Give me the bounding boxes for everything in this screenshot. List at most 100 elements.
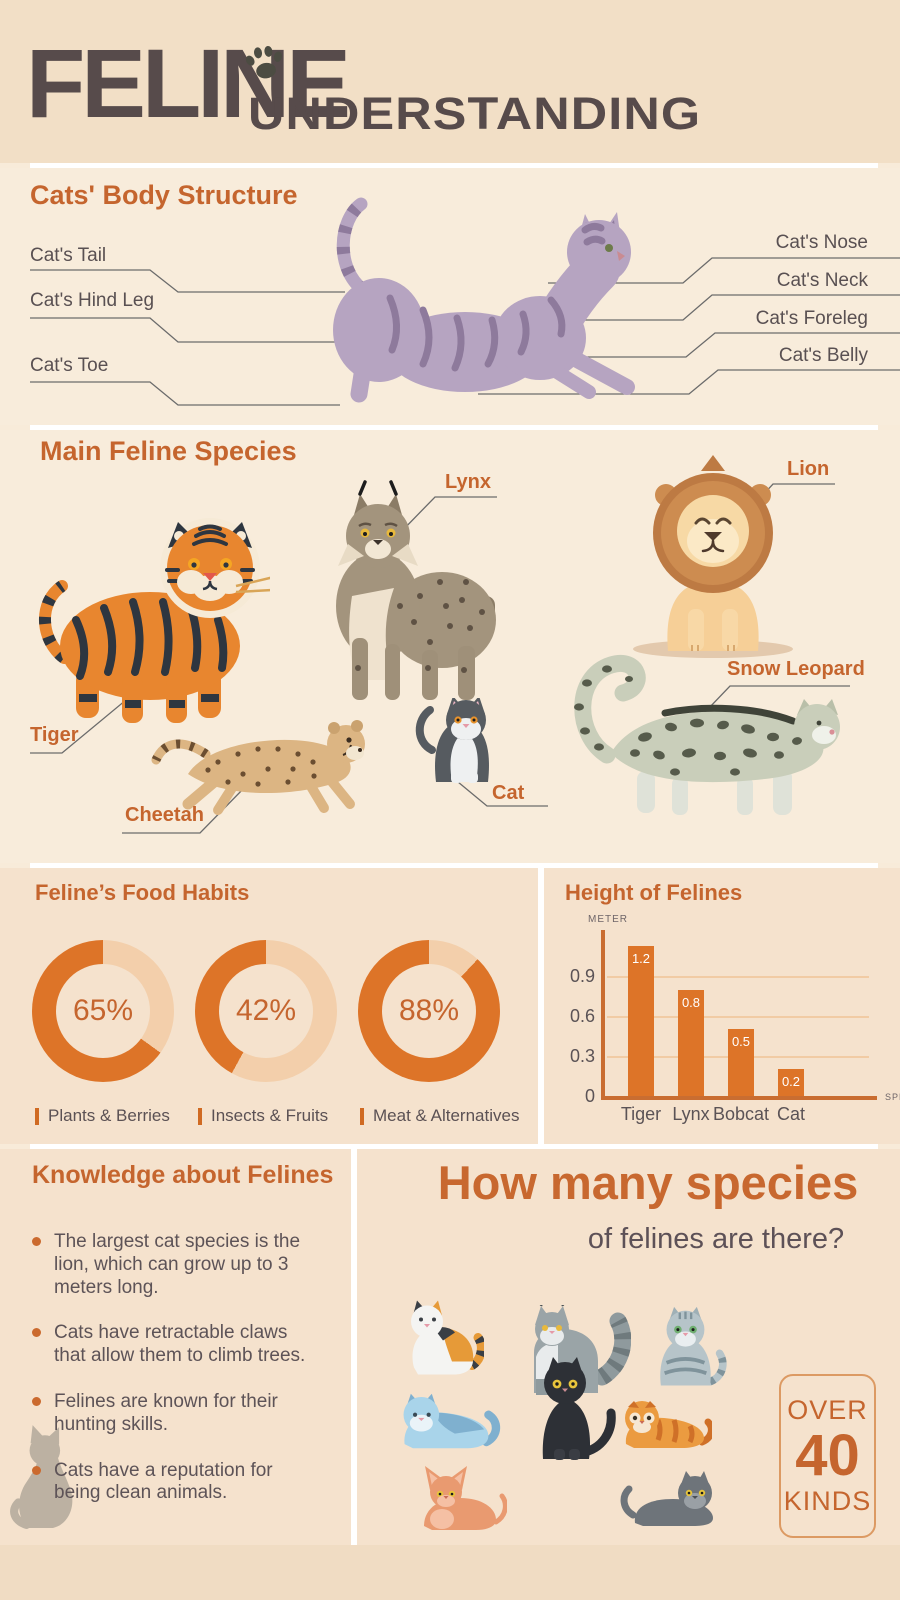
label-cats-nose: Cat's Nose — [775, 232, 868, 253]
y-tick: 0.6 — [569, 1006, 595, 1026]
how-many-subtitle: of felines are there? — [587, 1223, 845, 1255]
label-cats-belly: Cat's Belly — [778, 345, 868, 366]
donut-value: 88% — [382, 964, 476, 1058]
paw-icon — [245, 45, 283, 79]
legend-item: Meat & Alternatives — [360, 1106, 519, 1126]
bar-value: 0.8 — [681, 995, 701, 1010]
bar-value: 0.5 — [731, 1034, 751, 1049]
divider — [30, 425, 878, 430]
donut-value: 65% — [56, 964, 150, 1058]
cat-illustration — [415, 698, 489, 783]
label-lion: Lion — [787, 458, 830, 480]
legend-marker — [198, 1107, 202, 1125]
bar-cat: 0.2 — [778, 1069, 804, 1096]
x-axis — [601, 1096, 877, 1100]
donut-chart-insects: 42% — [195, 940, 337, 1082]
bar-bobcat: 0.5 — [728, 1029, 754, 1096]
legend-item: Plants & Berries — [35, 1106, 170, 1126]
panel-heading: Height of Felines — [565, 880, 743, 905]
panel-heading: Knowledge about Felines — [32, 1161, 334, 1189]
cheetah-illustration — [151, 720, 365, 815]
bullet-dot — [32, 1328, 41, 1338]
donut-chart-meat: 88% — [358, 940, 500, 1082]
legend-label: Insects & Fruits — [211, 1106, 329, 1125]
gridline — [607, 976, 869, 978]
label-cats-toe: Cat's Toe — [30, 355, 109, 376]
knowledge-panel: Knowledge about Felines The largest cat … — [0, 1149, 351, 1545]
bar-value: 1.2 — [631, 951, 651, 966]
calico-cat-icon — [411, 1300, 484, 1375]
bullet-text: Cats have retractable claws that allow t… — [54, 1322, 306, 1367]
over-40-kinds-badge: OVER 40 KINDS — [779, 1374, 876, 1538]
donut-value: 42% — [219, 964, 313, 1058]
snow-leopard-illustration — [574, 654, 840, 815]
badge-over: OVER — [787, 1394, 868, 1425]
food-habits-panel: Feline’s Food Habits 65% 42% 88% Plants … — [0, 868, 538, 1144]
divider — [30, 163, 878, 168]
label-tiger: Tiger — [30, 724, 79, 746]
height-chart-panel: Height of Felines METER 0 0.3 0.6 0.9 1.… — [544, 868, 900, 1144]
label-snow-leopard: Snow Leopard — [727, 658, 865, 680]
divider — [30, 1144, 878, 1149]
footer — [0, 1545, 900, 1600]
label-cats-hind-leg: Cat's Hind Leg — [30, 290, 155, 311]
x-tick: Lynx — [672, 1104, 710, 1124]
species-section: Main Feline Species — [0, 430, 900, 863]
sphynx-cat-icon — [424, 1466, 507, 1530]
body-structure-section: Cats' Body Structure — [0, 168, 900, 425]
panel-heading: Feline’s Food Habits — [35, 880, 250, 905]
label-cat: Cat — [492, 782, 525, 804]
black-cat-icon — [542, 1357, 616, 1460]
tabby-cat-icon — [660, 1306, 727, 1386]
divider — [351, 1149, 357, 1545]
badge-number: 40 — [795, 1422, 860, 1488]
bar-lynx: 0.8 — [678, 990, 704, 1096]
bullet-dot — [32, 1237, 41, 1246]
legend-marker — [35, 1107, 39, 1125]
donut-chart-plants: 65% — [32, 940, 174, 1082]
stats-section: Feline’s Food Habits 65% 42% 88% Plants … — [0, 868, 900, 1144]
bars: 1.2 0.8 0.5 0.2 — [628, 930, 804, 1096]
x-tick: Tiger — [620, 1104, 662, 1124]
label-cats-neck: Cat's Neck — [776, 270, 868, 291]
gray-cat-icon — [620, 1471, 713, 1526]
how-many-panel: How many species of felines are there? — [357, 1149, 900, 1545]
section-heading: Cats' Body Structure — [30, 180, 298, 210]
badge-kinds: KINDS — [783, 1486, 872, 1517]
y-axis-unit: METER — [588, 914, 628, 925]
x-tick: Cat — [776, 1104, 805, 1124]
label-lynx: Lynx — [445, 471, 491, 493]
page-title: FELINE — [26, 29, 351, 138]
legend-label: Plants & Berries — [48, 1106, 170, 1125]
gridline — [607, 1016, 869, 1018]
bullet-dot — [32, 1465, 41, 1475]
tiger-illustration — [39, 518, 270, 723]
legend-marker — [360, 1107, 364, 1125]
bullet-item: Cats have retractable claws that allow t… — [32, 1322, 324, 1368]
label-cats-foreleg: Cat's Foreleg — [755, 308, 868, 329]
header: FELINE UNDERSTANDING — [0, 0, 900, 163]
bullet-item: Cats have a reputation for being clean a… — [32, 1460, 324, 1506]
bar-tiger: 1.2 — [628, 946, 654, 1096]
knowledge-bullets: The largest cat species is the lion, whi… — [32, 1231, 324, 1528]
bullet-dot — [32, 1396, 41, 1406]
label-cats-tail: Cat's Tail — [30, 245, 107, 266]
y-tick: 0 — [584, 1086, 595, 1106]
bullet-item: The largest cat species is the lion, whi… — [32, 1231, 324, 1299]
cat-silhouette-icon — [10, 1425, 73, 1529]
lynx-illustration — [336, 480, 496, 700]
label-cheetah: Cheetah — [125, 804, 204, 826]
how-many-title: How many species — [437, 1156, 859, 1209]
bullet-text: Felines are known for their hunting skil… — [54, 1390, 278, 1435]
y-tick: 0.9 — [569, 966, 595, 986]
blue-cat-icon — [403, 1393, 501, 1449]
legend-item: Insects & Fruits — [198, 1106, 328, 1126]
divider — [538, 868, 544, 1144]
section-heading: Main Feline Species — [40, 436, 297, 466]
divider — [30, 863, 878, 868]
x-tick: Bobcat — [712, 1104, 770, 1124]
orange-fold-cat-icon — [625, 1401, 712, 1448]
bullet-item: Felines are known for their hunting skil… — [32, 1391, 324, 1437]
bullet-text: The largest cat species is the lion, whi… — [54, 1231, 301, 1298]
